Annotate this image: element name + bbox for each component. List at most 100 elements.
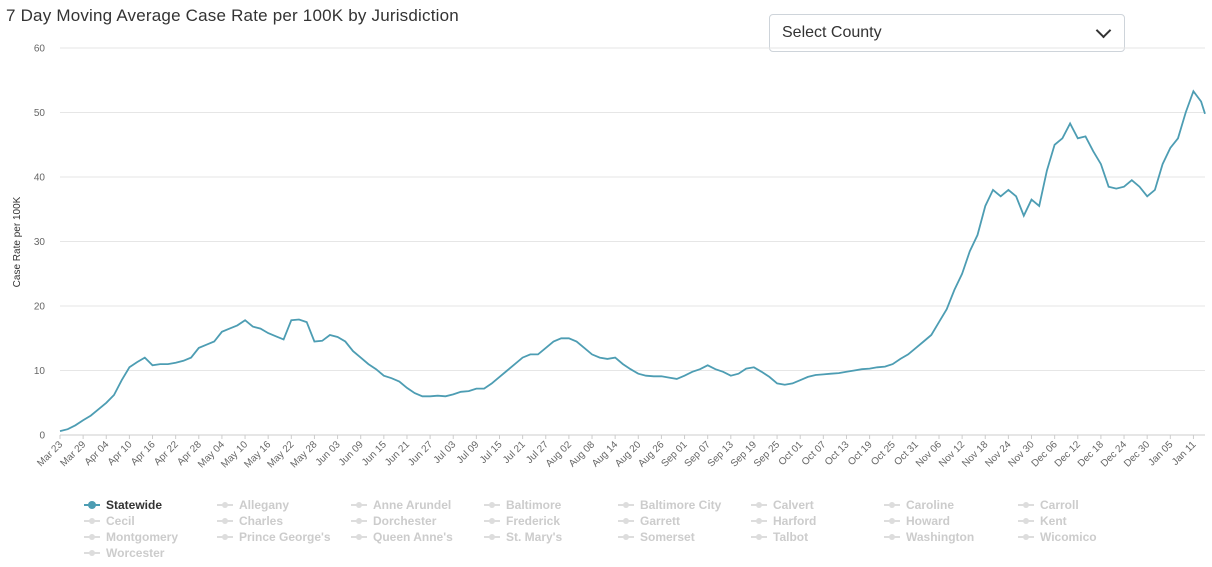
x-tick-label: Oct 07: [800, 439, 829, 468]
legend-item-howard[interactable]: Howard: [884, 513, 950, 529]
legend-marker-icon: [84, 497, 100, 513]
legend-marker-icon: [217, 513, 233, 529]
x-tick-label: Jun 21: [383, 439, 412, 468]
legend-marker-icon: [1018, 529, 1034, 545]
legend-item-cecil[interactable]: Cecil: [84, 513, 135, 529]
x-tick-label: Jan 11: [1170, 439, 1199, 468]
legend-item-talbot[interactable]: Talbot: [751, 529, 808, 545]
legend-item-anne-arundel[interactable]: Anne Arundel: [351, 497, 451, 513]
x-tick-label: Apr 22: [152, 439, 181, 468]
legend-item-wicomico[interactable]: Wicomico: [1018, 529, 1097, 545]
legend-item-label: Prince George's: [239, 530, 331, 544]
legend-item-label: Montgomery: [106, 530, 178, 544]
legend-marker-icon: [84, 545, 100, 561]
legend-item-st-mary-s[interactable]: St. Mary's: [484, 529, 562, 545]
legend-marker-icon: [84, 529, 100, 545]
legend-item-montgomery[interactable]: Montgomery: [84, 529, 178, 545]
legend-item-label: Somerset: [640, 530, 695, 544]
legend-item-label: Charles: [239, 514, 284, 528]
legend-marker-icon: [751, 497, 767, 513]
x-tick-label: Oct 13: [823, 439, 852, 468]
legend-item-label: Dorchester: [373, 514, 437, 528]
legend-marker-icon: [751, 529, 767, 545]
legend-item-label: Frederick: [506, 514, 561, 528]
legend-marker-icon: [618, 529, 634, 545]
x-tick-label: Oct 25: [869, 439, 898, 468]
legend-item-label: Worcester: [106, 546, 165, 560]
x-tick-label: Apr 16: [129, 439, 158, 468]
legend-item-label: Cecil: [106, 514, 135, 528]
legend-item-charles[interactable]: Charles: [217, 513, 283, 529]
legend-item-kent[interactable]: Kent: [1018, 513, 1067, 529]
legend-item-harford[interactable]: Harford: [751, 513, 816, 529]
legend-item-label: Carroll: [1040, 498, 1079, 512]
x-tick-label: Jun 15: [360, 439, 389, 468]
x-tick-label: Sep 25: [752, 439, 782, 469]
y-tick-label: 40: [34, 173, 46, 184]
y-tick-label: 0: [39, 431, 45, 442]
legend-item-garrett[interactable]: Garrett: [618, 513, 680, 529]
legend-item-allegany[interactable]: Allegany: [217, 497, 289, 513]
legend-marker-icon: [217, 529, 233, 545]
x-tick-label: Dec 30: [1122, 439, 1152, 469]
legend-item-label: Talbot: [773, 530, 809, 544]
county-select-value: Select County: [782, 24, 882, 41]
legend-item-label: St. Mary's: [506, 530, 563, 544]
x-tick-label: Jun 09: [337, 439, 366, 468]
legend-marker-icon: [751, 513, 767, 529]
x-tick-label: Jul 21: [501, 439, 528, 466]
x-tick-label: Jan 05: [1146, 439, 1175, 468]
legend-item-washington[interactable]: Washington: [884, 529, 974, 545]
chart-title: 7 Day Moving Average Case Rate per 100K …: [6, 6, 459, 25]
x-tick-label: Jul 03: [432, 439, 459, 466]
legend-item-label: Calvert: [773, 498, 814, 512]
legend-marker-icon: [484, 513, 500, 529]
legend-item-baltimore[interactable]: Baltimore: [484, 497, 561, 513]
legend-item-label: Harford: [773, 514, 817, 528]
y-tick-label: 20: [34, 302, 46, 313]
legend-item-prince-george-s[interactable]: Prince George's: [217, 529, 331, 545]
legend-item-label: Queen Anne's: [373, 530, 453, 544]
y-tick-label: 50: [34, 108, 46, 119]
legend-item-label: Baltimore: [506, 498, 562, 512]
y-axis: 0 10 20 30 40 50 60: [34, 44, 46, 442]
y-tick-label: 30: [34, 237, 46, 248]
legend-marker-icon: [84, 513, 100, 529]
x-tick-label: Apr 10: [106, 439, 135, 468]
legend-marker-icon: [351, 497, 367, 513]
legend-item-label: Kent: [1040, 514, 1067, 528]
legend-marker-icon: [618, 513, 634, 529]
legend-item-baltimore-city[interactable]: Baltimore City: [618, 497, 721, 513]
x-tick-label: Mar 29: [58, 439, 88, 469]
legend-item-carroll[interactable]: Carroll: [1018, 497, 1079, 513]
x-tick-label: Jun 03: [314, 439, 343, 468]
county-select[interactable]: Select County: [769, 14, 1125, 52]
x-tick-label: May 28: [289, 439, 320, 470]
legend-marker-icon: [1018, 513, 1034, 529]
series-line-statewide: [59, 89, 1206, 432]
legend-item-label: Statewide: [106, 498, 163, 512]
x-tick-label: Jul 09: [455, 439, 482, 466]
legend-marker-icon: [1018, 497, 1034, 513]
legend-item-label: Allegany: [239, 498, 290, 512]
x-tick-label: Oct 19: [846, 439, 875, 468]
legend-item-label: Anne Arundel: [373, 498, 452, 512]
legend-item-frederick[interactable]: Frederick: [484, 513, 560, 529]
legend-item-statewide[interactable]: Statewide: [84, 497, 162, 513]
legend-item-label: Baltimore City: [640, 498, 722, 512]
x-tick-label: Apr 04: [83, 439, 112, 468]
grid-lines: [60, 47, 1205, 436]
legend-item-worcester[interactable]: Worcester: [84, 545, 164, 561]
legend-marker-icon: [884, 497, 900, 513]
legend-item-label: Caroline: [906, 498, 955, 512]
legend-marker-icon: [884, 513, 900, 529]
legend-item-label: Howard: [906, 514, 951, 528]
legend-marker-icon: [618, 497, 634, 513]
legend-item-calvert[interactable]: Calvert: [751, 497, 814, 513]
legend-item-queen-anne-s[interactable]: Queen Anne's: [351, 529, 453, 545]
legend-item-caroline[interactable]: Caroline: [884, 497, 954, 513]
legend-item-dorchester[interactable]: Dorchester: [351, 513, 436, 529]
legend-item-somerset[interactable]: Somerset: [618, 529, 695, 545]
y-tick-label: 60: [34, 44, 46, 55]
